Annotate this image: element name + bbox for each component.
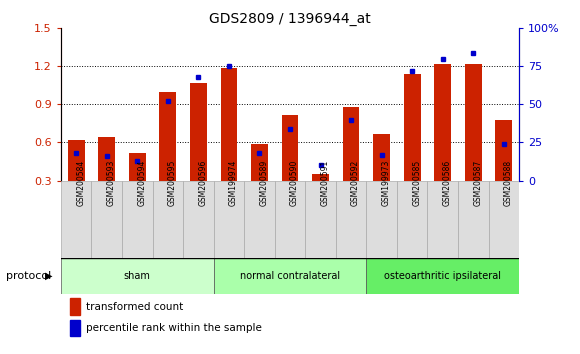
Bar [153,181,183,258]
Bar [397,181,427,258]
Bar [367,258,519,294]
Text: ▶: ▶ [45,271,53,281]
Text: GSM200594: GSM200594 [137,160,146,206]
Bar [213,181,244,258]
Bar [374,133,390,181]
Bar [427,181,458,258]
Bar [129,153,146,181]
Text: GSM200596: GSM200596 [198,160,208,206]
Bar [404,74,420,181]
Bar [312,174,329,181]
Bar [190,83,206,181]
Bar [99,137,115,181]
Bar [275,181,305,258]
Bar [160,92,176,181]
Bar [251,144,268,181]
Text: GSM200584: GSM200584 [76,160,85,206]
Text: GSM200591: GSM200591 [321,160,329,206]
Text: GSM200590: GSM200590 [290,160,299,206]
Bar [336,181,367,258]
Bar [70,320,80,336]
Bar [434,64,451,181]
Text: percentile rank within the sample: percentile rank within the sample [86,323,262,333]
Text: protocol: protocol [6,271,51,281]
Text: normal contralateral: normal contralateral [240,271,340,281]
Text: GSM199974: GSM199974 [229,160,238,206]
Bar [92,181,122,258]
Bar [61,258,213,294]
Bar [122,181,153,258]
Text: GSM200588: GSM200588 [504,160,513,206]
Text: GSM200586: GSM200586 [443,160,452,206]
Text: GSM199973: GSM199973 [382,160,391,206]
Bar [282,115,298,181]
Text: osteoarthritic ipsilateral: osteoarthritic ipsilateral [384,271,501,281]
Title: GDS2809 / 1396944_at: GDS2809 / 1396944_at [209,12,371,26]
Bar [68,140,85,181]
Bar [220,68,237,181]
Text: GSM200595: GSM200595 [168,160,177,206]
Bar [305,181,336,258]
Text: GSM200585: GSM200585 [412,160,421,206]
Bar [465,64,481,181]
Bar [213,258,367,294]
Bar [70,298,80,314]
Text: GSM200592: GSM200592 [351,160,360,206]
Bar [488,181,519,258]
Text: transformed count: transformed count [86,302,183,312]
Text: sham: sham [124,271,151,281]
Bar [61,181,92,258]
Bar [343,107,360,181]
Text: GSM200589: GSM200589 [259,160,269,206]
Bar [367,181,397,258]
Bar [495,120,512,181]
Bar [244,181,275,258]
Bar [458,181,488,258]
Bar [183,181,213,258]
Text: GSM200593: GSM200593 [107,160,116,206]
Text: GSM200587: GSM200587 [473,160,483,206]
